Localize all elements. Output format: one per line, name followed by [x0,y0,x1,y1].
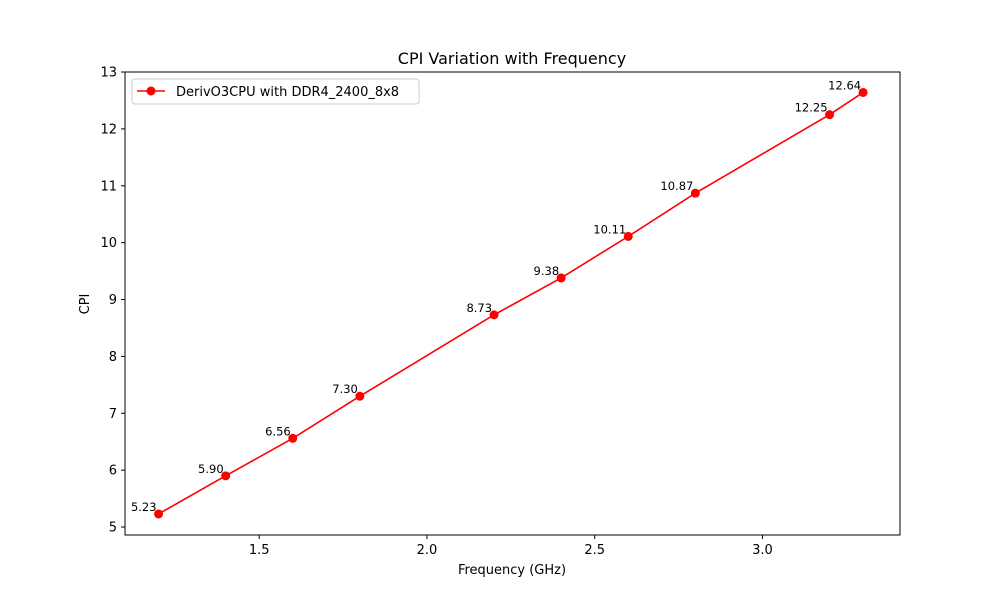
legend-label: DerivO3CPU with DDR4_2400_8x8 [176,85,399,100]
series-layer: 5.23 5.90 6.56 7.30 8.73 9.38 10.11 10.87 12.251… [131,78,868,519]
data-point [489,310,499,320]
x-axis-label: Frequency (GHz) [458,563,566,578]
data-point [221,471,231,481]
series-line [158,91,864,515]
data-label: 10.11 [593,222,626,236]
data-label: 7.30 [332,382,358,396]
data-point [825,110,835,120]
data-label: 10.87 [660,179,693,193]
x-tick-label: 2.5 [584,543,605,558]
data-label: 5.23 [131,500,157,514]
data-label: 5.90 [198,462,224,476]
y-axis: 5 6 7 8 9 10 11 12 13 [100,66,125,536]
data-point [858,87,868,97]
data-label: 8.73 [466,301,492,315]
y-tick-label: 13 [100,66,117,81]
y-tick-label: 11 [100,179,117,194]
y-tick-label: 6 [109,464,117,479]
data-point [623,231,633,241]
x-axis: 1.5 2.0 2.5 3.0 [249,535,773,558]
data-label: 12.64 [828,78,861,92]
legend-marker [146,86,156,96]
data-point [355,391,365,401]
y-tick-label: 10 [100,236,117,251]
plot-area [124,71,901,536]
y-tick-label: 7 [109,407,117,422]
data-point [154,509,164,519]
y-axis-label: CPI [78,294,93,315]
data-point [690,188,700,198]
x-tick-label: 1.5 [249,543,270,558]
data-point [556,273,566,283]
y-tick-label: 8 [109,350,117,365]
data-point [288,433,298,443]
data-label: 6.56 [265,424,291,438]
y-tick-label: 12 [100,122,117,137]
x-tick-label: 3.0 [752,543,773,558]
legend: DerivO3CPU with DDR4_2400_8x8 [131,78,420,105]
x-tick-label: 2.0 [417,543,438,558]
chart-title: CPI Variation with Frequency [398,49,626,68]
y-tick-label: 9 [109,293,117,308]
y-tick-label: 5 [109,521,117,536]
legend-box [131,78,420,105]
data-label: 12.25 [795,101,828,115]
data-label: 9.38 [534,264,560,278]
